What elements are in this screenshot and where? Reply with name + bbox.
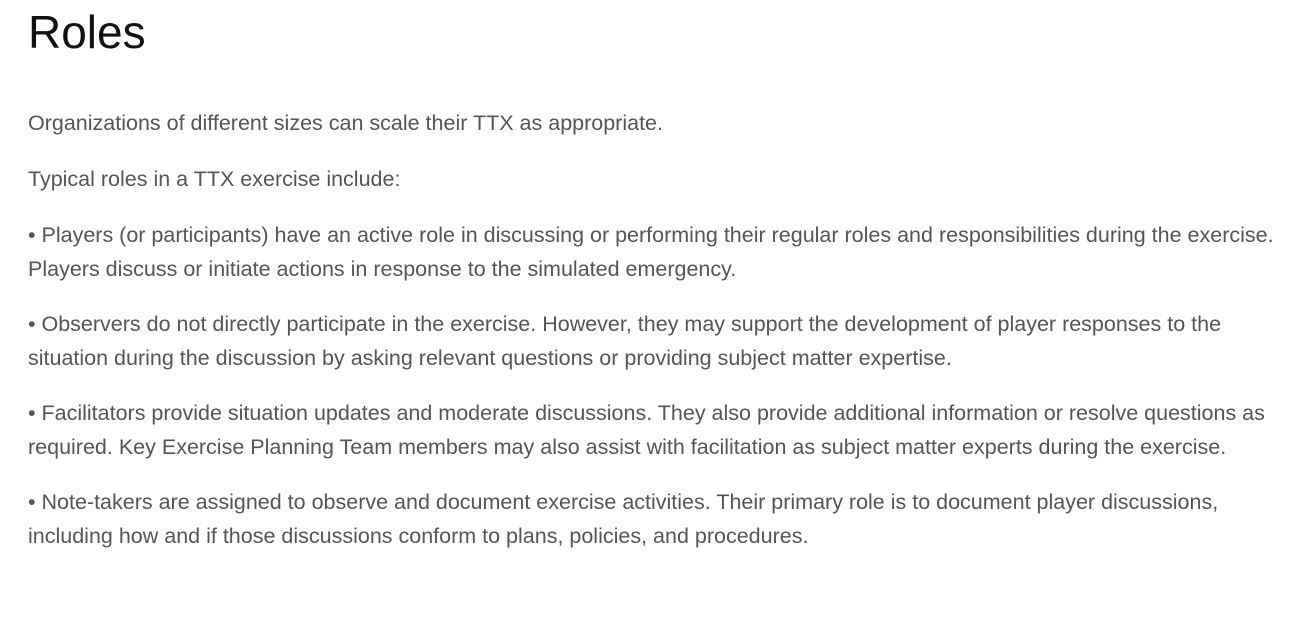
role-players-item: • Players (or participants) have an acti…	[28, 223, 1274, 281]
roles-list: • Players (or participants) have an acti…	[28, 219, 1290, 575]
document-page: Roles Organizations of different sizes c…	[28, 0, 1290, 548]
intro-paragraph: Organizations of different sizes can sca…	[28, 111, 663, 135]
role-observers-item: • Observers do not directly participate …	[28, 312, 1222, 370]
lead-paragraph: Typical roles in a TTX exercise include:	[28, 167, 401, 191]
role-facilitators-item: • Facilitators provide situation updates…	[28, 401, 1265, 459]
page-title: Roles	[28, 6, 146, 58]
role-note-takers-item: • Note-takers are assigned to observe an…	[28, 490, 1219, 548]
